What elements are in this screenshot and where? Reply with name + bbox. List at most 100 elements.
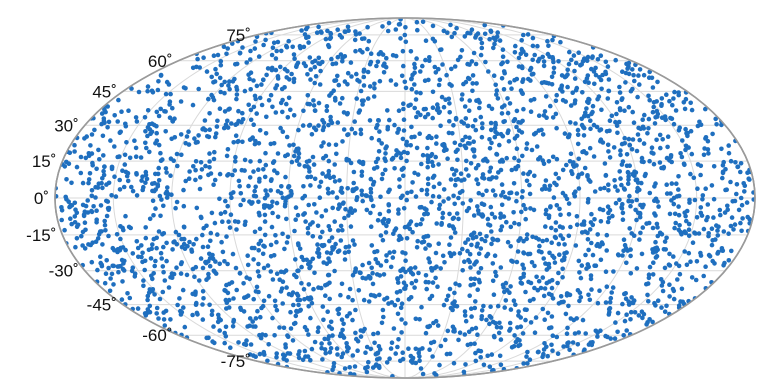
data-point <box>664 191 670 196</box>
data-point <box>262 232 268 238</box>
data-point <box>497 38 503 43</box>
data-point <box>629 295 634 300</box>
data-point <box>550 115 556 120</box>
data-point <box>153 206 158 211</box>
data-point <box>521 32 526 38</box>
data-point <box>622 108 627 113</box>
data-point <box>326 224 332 229</box>
data-point <box>210 339 215 344</box>
data-point <box>209 74 214 80</box>
data-point <box>738 161 744 166</box>
data-point <box>315 242 320 247</box>
data-point <box>143 225 148 230</box>
data-point <box>676 92 681 98</box>
data-point <box>558 233 563 238</box>
data-point <box>512 220 517 226</box>
data-point <box>718 212 723 218</box>
data-point <box>463 318 469 324</box>
data-point <box>135 306 141 311</box>
data-point <box>262 219 268 224</box>
data-point <box>227 86 232 92</box>
data-point <box>519 195 525 200</box>
data-point <box>553 111 559 117</box>
data-point <box>501 87 507 92</box>
data-point <box>566 61 572 67</box>
data-point <box>485 159 490 164</box>
data-point <box>659 305 664 310</box>
data-point <box>565 325 570 331</box>
data-point <box>382 61 387 66</box>
data-point <box>402 224 408 230</box>
data-point <box>387 117 392 123</box>
data-point <box>324 104 330 109</box>
data-point <box>505 96 510 101</box>
data-point <box>487 137 492 142</box>
data-point <box>452 290 457 296</box>
data-point <box>670 286 676 292</box>
data-point <box>255 167 261 172</box>
data-point <box>433 275 438 281</box>
data-point <box>80 202 86 208</box>
data-point <box>256 141 262 146</box>
data-point <box>541 347 547 352</box>
data-point <box>412 65 418 70</box>
data-point <box>419 240 425 245</box>
data-point <box>581 125 587 131</box>
data-point <box>167 102 172 107</box>
data-point <box>211 80 216 85</box>
data-point <box>426 256 431 261</box>
data-point <box>229 121 234 126</box>
data-point <box>425 112 431 117</box>
data-point <box>365 46 370 52</box>
data-point <box>118 224 123 229</box>
data-point <box>498 215 503 220</box>
data-point <box>683 230 688 236</box>
data-point <box>536 113 542 118</box>
data-point <box>654 253 660 259</box>
data-point <box>688 171 693 177</box>
data-point <box>541 59 547 64</box>
data-point <box>448 235 454 240</box>
data-point <box>440 215 445 220</box>
data-point <box>657 132 663 138</box>
data-point <box>738 220 743 226</box>
data-point <box>703 135 709 140</box>
data-point <box>602 161 608 166</box>
data-point <box>198 214 204 220</box>
data-point <box>671 254 676 259</box>
data-point <box>703 264 708 270</box>
data-point <box>413 278 419 284</box>
data-point <box>346 213 351 218</box>
data-point <box>74 164 80 170</box>
data-point <box>514 198 519 204</box>
data-point <box>303 354 308 359</box>
data-point <box>473 127 479 133</box>
data-point <box>611 145 617 150</box>
data-point <box>467 98 473 103</box>
data-point <box>524 141 530 146</box>
data-point <box>660 137 665 142</box>
data-point <box>290 44 296 50</box>
data-point <box>222 79 227 85</box>
data-point <box>580 90 585 95</box>
data-point <box>746 176 751 181</box>
data-point <box>248 342 254 347</box>
data-point <box>552 180 557 186</box>
data-point <box>318 234 323 240</box>
data-point <box>537 243 542 249</box>
data-point <box>207 127 212 132</box>
data-point <box>305 174 310 180</box>
data-point <box>193 177 198 183</box>
data-point <box>338 223 344 229</box>
data-point <box>721 229 727 234</box>
data-point <box>476 348 481 354</box>
data-point <box>332 78 337 83</box>
data-point <box>403 269 408 275</box>
data-point <box>698 210 704 216</box>
data-point <box>678 299 683 304</box>
data-point <box>359 169 365 175</box>
data-point <box>604 129 610 134</box>
data-point <box>462 313 468 318</box>
data-point <box>385 28 391 34</box>
data-point <box>179 244 185 250</box>
